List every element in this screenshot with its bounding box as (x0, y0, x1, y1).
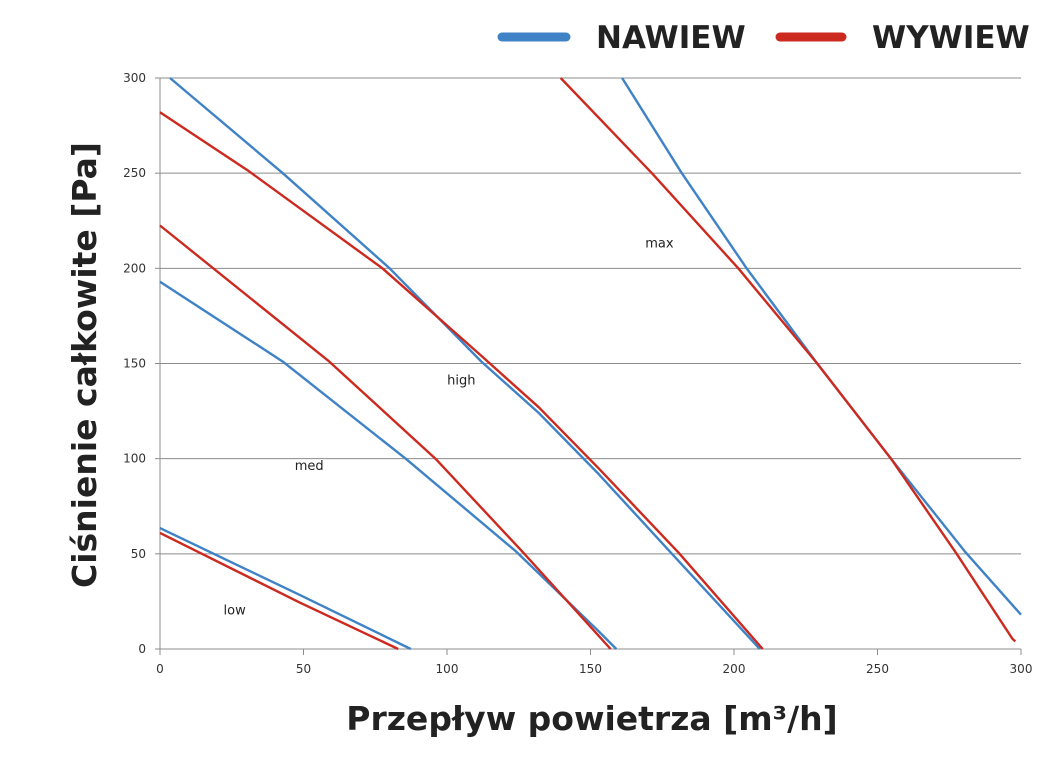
axes: 0 50 100 150 200 250 300 0 50 100 150 200 250 300 (123, 71, 1032, 676)
x-tick-label: 100 (436, 662, 459, 676)
annotation-max: max (645, 236, 674, 251)
series-line-nawiew-low (159, 527, 412, 651)
series-line-nawiew-max (621, 77, 1022, 616)
legend: NAWIEW WYWIEW (497, 20, 1030, 56)
y-tick-label: 0 (138, 642, 146, 656)
y-tick-label: 100 (123, 452, 146, 466)
series-lines (159, 77, 1022, 651)
y-tick-label: 50 (131, 547, 146, 561)
annotation-low: low (224, 604, 247, 619)
annotation-high: high (447, 373, 475, 388)
series-line-wywiew-med (159, 224, 612, 650)
y-tick-label: 300 (123, 71, 146, 85)
annotations: max high med low (224, 236, 674, 618)
x-tick-label: 50 (296, 662, 311, 676)
grid (160, 77, 1021, 555)
annotation-med: med (295, 459, 324, 474)
y-tick-label: 250 (123, 166, 146, 180)
x-tick-label: 300 (1010, 662, 1033, 676)
x-axis-label: Przepływ powietrza [m³/h] (346, 699, 837, 738)
series-line-nawiew-med (159, 280, 618, 650)
series-line-wywiew-low (159, 531, 399, 651)
legend-label-nawiew: NAWIEW (596, 20, 746, 56)
legend-label-wywiew: WYWIEW (872, 20, 1030, 56)
series-line-wywiew-max (559, 77, 1017, 643)
y-tick-label: 200 (123, 261, 146, 275)
y-axis-label: Ciśnienie całkowite [Pa] (65, 142, 104, 588)
series-line-wywiew-high (159, 111, 764, 650)
x-tick-label: 0 (156, 662, 164, 676)
x-tick-label: 150 (579, 662, 602, 676)
y-tick-label: 150 (123, 357, 146, 371)
x-tick-label: 250 (866, 662, 889, 676)
x-tick-label: 200 (723, 662, 746, 676)
series-line-nawiew-high (169, 77, 761, 650)
